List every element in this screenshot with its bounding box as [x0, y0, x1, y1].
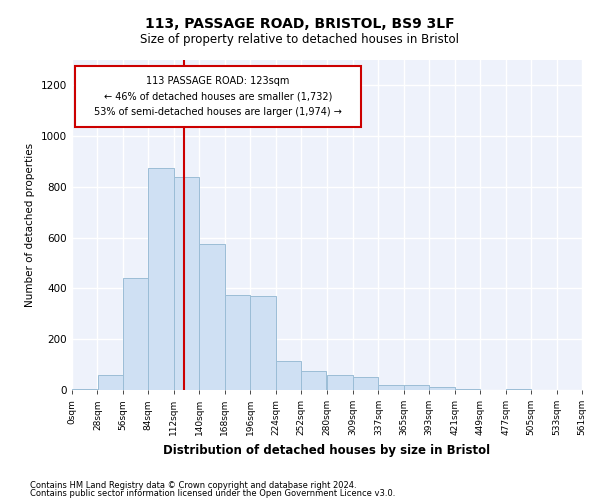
Y-axis label: Number of detached properties: Number of detached properties [25, 143, 35, 307]
Bar [98, 375, 123, 390]
X-axis label: Distribution of detached houses by size in Bristol: Distribution of detached houses by size … [163, 444, 491, 456]
Bar [148, 168, 173, 390]
Text: 113 PASSAGE ROAD: 123sqm
← 46% of detached houses are smaller (1,732)
53% of sem: 113 PASSAGE ROAD: 123sqm ← 46% of detach… [94, 76, 342, 118]
Text: 113, PASSAGE ROAD, BRISTOL, BS9 3LF: 113, PASSAGE ROAD, BRISTOL, BS9 3LF [145, 18, 455, 32]
Bar [430, 388, 455, 390]
Bar [506, 389, 531, 390]
Bar [301, 371, 326, 390]
Bar [379, 385, 404, 390]
Bar [404, 385, 429, 390]
Bar [276, 361, 301, 390]
Bar [199, 244, 224, 390]
Bar [455, 388, 480, 390]
Text: Size of property relative to detached houses in Bristol: Size of property relative to detached ho… [140, 32, 460, 46]
Bar [326, 375, 353, 390]
Bar [250, 296, 275, 390]
Bar [174, 177, 199, 390]
Bar [353, 378, 378, 390]
FancyBboxPatch shape [75, 66, 361, 128]
Text: Contains public sector information licensed under the Open Government Licence v3: Contains public sector information licen… [30, 488, 395, 498]
Text: Contains HM Land Registry data © Crown copyright and database right 2024.: Contains HM Land Registry data © Crown c… [30, 481, 356, 490]
Bar [123, 278, 148, 390]
Bar [225, 295, 250, 390]
Bar [72, 388, 97, 390]
